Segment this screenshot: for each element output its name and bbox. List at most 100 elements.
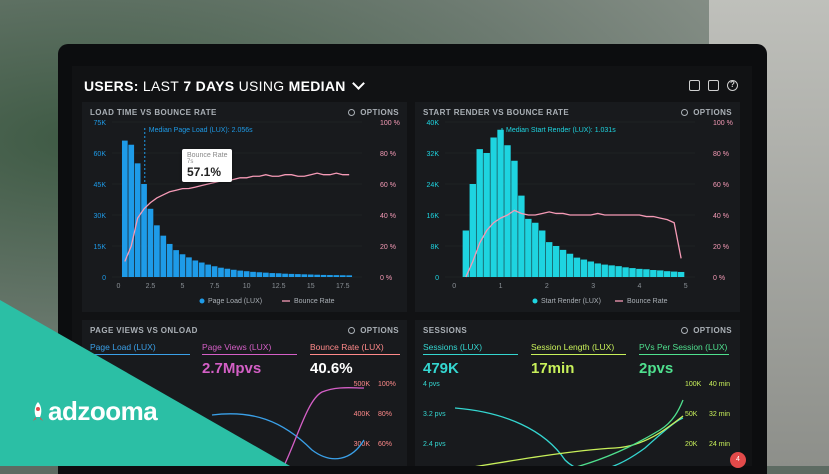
options-button[interactable]: OPTIONS — [348, 108, 399, 117]
notification-badge[interactable]: 4 — [730, 452, 746, 468]
y-tick-label: 0 — [102, 275, 106, 282]
metric-underline — [531, 354, 626, 355]
y-right-tick-label: 24 min — [709, 441, 730, 448]
y-right-tick-label: 80 % — [380, 151, 396, 158]
y-right-tick-label: 80% — [378, 411, 392, 418]
bar — [198, 262, 205, 277]
bar — [552, 246, 560, 277]
bar — [192, 260, 199, 277]
x-tick-label: 0 — [452, 283, 456, 290]
header-days: 7 DAYS — [183, 78, 235, 94]
x-tick-label: 4 — [637, 283, 641, 290]
tooltip-value: 57.1% — [187, 165, 222, 179]
bar — [566, 253, 574, 277]
bar — [269, 273, 276, 277]
bar — [179, 254, 186, 277]
y-right-tick-label: 40 % — [380, 213, 396, 220]
bar — [166, 243, 173, 277]
tooltip-sub: 7s — [187, 159, 194, 165]
legend-marker — [199, 298, 205, 304]
bar — [250, 271, 256, 277]
y-right-tick-label: 80 % — [713, 151, 729, 158]
bar — [211, 266, 218, 277]
y-right-tick-label: 32 min — [709, 411, 730, 418]
page-load-line — [211, 413, 365, 460]
bar — [532, 222, 539, 277]
bar — [301, 274, 308, 277]
bar — [545, 242, 553, 277]
options-button[interactable]: OPTIONS — [681, 326, 732, 335]
metric-label: PVs Per Session (LUX) — [639, 342, 728, 352]
bar — [339, 275, 346, 277]
bar — [636, 268, 643, 277]
median-label: Median Page Load (LUX): 2.056s — [149, 127, 253, 134]
y-tick-label: 15K — [94, 244, 107, 251]
bar — [320, 274, 327, 277]
legend-label: Bounce Rate — [294, 298, 335, 305]
bar — [314, 274, 320, 277]
metric-label: Session Length (LUX) — [531, 342, 615, 352]
y-right-tick-label: 20 % — [713, 244, 729, 251]
header-metric: MEDIAN — [288, 78, 346, 94]
bar — [333, 275, 340, 277]
chart-icon[interactable] — [708, 80, 719, 91]
bar — [128, 144, 135, 277]
bar — [230, 269, 237, 277]
bar — [237, 270, 244, 277]
options-button[interactable]: OPTIONS — [348, 326, 399, 335]
load-time-chart: 75K 60K 45K 30K 15K 0 100 % 80 % 60 % 40 % 20 % 0 %… — [94, 120, 400, 305]
metric-value: 40.6% — [310, 360, 353, 377]
bar — [601, 264, 608, 277]
metric-label: Sessions (LUX) — [423, 342, 483, 352]
bar — [483, 153, 490, 277]
y-right-tick-label: 100% — [378, 381, 396, 388]
y-tick-label: 75K — [94, 120, 107, 127]
dashboard-header[interactable]: USERS: LAST 7 DAYS USING MEDIAN — [84, 77, 365, 94]
bar — [643, 269, 650, 277]
y-tick-label: 45K — [94, 182, 107, 189]
bar — [525, 218, 532, 277]
y-tick-label: 32K — [427, 151, 440, 158]
metric-underline — [423, 354, 518, 355]
y-tick-label: 3.2 pvs — [423, 411, 446, 418]
y-right-tick-label: 60 % — [380, 182, 396, 189]
metric-underline — [90, 354, 190, 355]
bar — [594, 263, 601, 277]
y-right-tick-label: 100K — [685, 381, 702, 388]
bar — [622, 267, 629, 277]
x-tick-label: 0 — [116, 283, 120, 290]
y-right-tick-label: 100 % — [713, 120, 733, 127]
legend-label: Bounce Rate — [627, 298, 668, 305]
y-tick-label: 30K — [94, 213, 107, 220]
x-tick-label: 2.5 — [146, 283, 156, 290]
x-tick-label: 2 — [545, 283, 549, 290]
header-icons: ? — [689, 80, 738, 91]
options-button[interactable]: OPTIONS — [681, 108, 732, 117]
metric-value: 2.7Mpvs — [202, 360, 262, 377]
page-views-line — [283, 387, 365, 466]
header-using: USING — [238, 78, 285, 94]
bar — [518, 195, 525, 277]
bar — [256, 272, 263, 277]
metric-label: Page Views (LUX) — [202, 342, 272, 352]
help-icon[interactable]: ? — [727, 80, 738, 91]
y-right-tick-label: 0 % — [380, 275, 392, 282]
bar — [346, 275, 353, 277]
panel-title: PAGE VIEWS VS ONLOAD — [90, 326, 198, 335]
brand-name: adzooma — [48, 396, 158, 426]
x-tick-label: 15 — [307, 283, 315, 290]
bar — [224, 268, 231, 277]
y-tick-label: 500K — [354, 381, 371, 388]
bar — [677, 271, 685, 277]
options-label: OPTIONS — [693, 326, 732, 335]
bar — [121, 140, 128, 277]
header-last: LAST — [142, 78, 180, 94]
monitor-icon[interactable] — [689, 80, 700, 91]
bar — [173, 250, 179, 277]
bar — [664, 271, 671, 277]
y-right-tick-label: 60% — [378, 441, 392, 448]
x-tick-label: 12.5 — [272, 283, 286, 290]
tooltip-label: Bounce Rate — [187, 152, 228, 159]
y-tick-label: 4 pvs — [423, 381, 440, 388]
